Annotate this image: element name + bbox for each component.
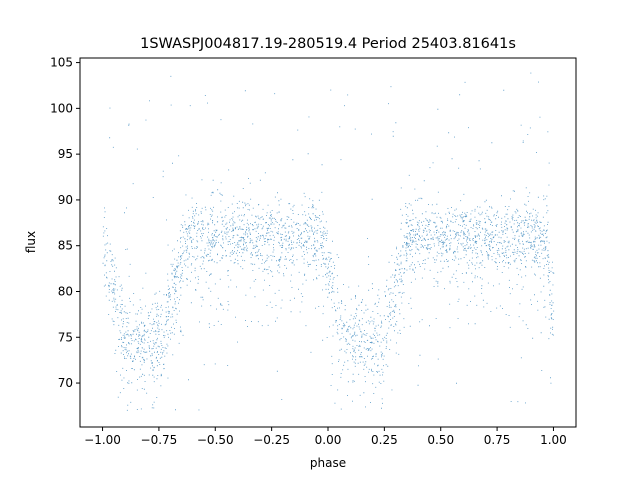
x-axis-label: phase xyxy=(310,456,346,470)
y-tick-label: 105 xyxy=(50,56,73,70)
y-tick-label: 80 xyxy=(58,284,73,298)
y-tick-label: 75 xyxy=(58,330,73,344)
x-tick-label: −0.75 xyxy=(141,433,178,447)
x-axis: −1.00 −0.75 −0.50 −0.25 0.00 0.25 0.50 0.75 1.00 xyxy=(84,427,567,447)
x-tick-label: −0.50 xyxy=(197,433,234,447)
x-tick-label: 0.00 xyxy=(315,433,342,447)
x-tick-label: −1.00 xyxy=(84,433,121,447)
y-tick-label: 100 xyxy=(50,101,73,115)
y-axis-label: flux xyxy=(24,231,38,253)
x-tick-label: −0.25 xyxy=(253,433,290,447)
x-tick-label: 0.50 xyxy=(427,433,454,447)
plot-frame xyxy=(79,57,577,428)
x-tick-label: 1.00 xyxy=(540,433,567,447)
y-axis: 70 75 80 85 90 95 100 105 xyxy=(50,56,80,390)
y-tick-label: 90 xyxy=(58,193,73,207)
x-tick-label: 0.75 xyxy=(484,433,511,447)
x-tick-label: 0.25 xyxy=(371,433,398,447)
data-points xyxy=(102,72,555,411)
y-tick-label: 70 xyxy=(58,376,73,390)
y-tick-label: 95 xyxy=(58,147,73,161)
chart-title: 1SWASPJ004817.19-280519.4 Period 25403.8… xyxy=(140,36,516,52)
y-tick-label: 85 xyxy=(58,239,73,253)
flux-points xyxy=(102,72,555,411)
